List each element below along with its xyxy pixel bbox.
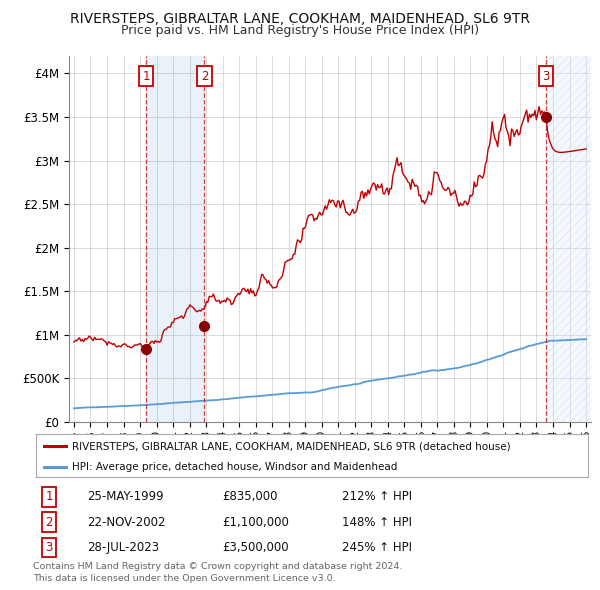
Text: Contains HM Land Registry data © Crown copyright and database right 2024.: Contains HM Land Registry data © Crown c… <box>33 562 403 571</box>
Text: Price paid vs. HM Land Registry's House Price Index (HPI): Price paid vs. HM Land Registry's House … <box>121 24 479 37</box>
Text: 2: 2 <box>201 70 208 83</box>
Text: 3: 3 <box>46 541 53 554</box>
Text: HPI: Average price, detached house, Windsor and Maidenhead: HPI: Average price, detached house, Wind… <box>72 463 397 473</box>
Text: 2: 2 <box>46 516 53 529</box>
Text: 148% ↑ HPI: 148% ↑ HPI <box>342 516 412 529</box>
Text: 22-NOV-2002: 22-NOV-2002 <box>87 516 166 529</box>
Text: 212% ↑ HPI: 212% ↑ HPI <box>342 490 412 503</box>
Text: 28-JUL-2023: 28-JUL-2023 <box>87 541 159 554</box>
Text: £1,100,000: £1,100,000 <box>222 516 289 529</box>
Text: £835,000: £835,000 <box>222 490 277 503</box>
Text: This data is licensed under the Open Government Licence v3.0.: This data is licensed under the Open Gov… <box>33 574 335 583</box>
Text: 245% ↑ HPI: 245% ↑ HPI <box>342 541 412 554</box>
Text: RIVERSTEPS, GIBRALTAR LANE, COOKHAM, MAIDENHEAD, SL6 9TR: RIVERSTEPS, GIBRALTAR LANE, COOKHAM, MAI… <box>70 12 530 26</box>
Text: 25-MAY-1999: 25-MAY-1999 <box>87 490 164 503</box>
Text: £3,500,000: £3,500,000 <box>222 541 289 554</box>
Bar <box>546 56 600 422</box>
Bar <box>146 56 205 422</box>
Bar <box>546 56 600 422</box>
Text: RIVERSTEPS, GIBRALTAR LANE, COOKHAM, MAIDENHEAD, SL6 9TR (detached house): RIVERSTEPS, GIBRALTAR LANE, COOKHAM, MAI… <box>72 441 511 451</box>
Text: 3: 3 <box>542 70 550 83</box>
Text: 1: 1 <box>46 490 53 503</box>
Text: 1: 1 <box>143 70 150 83</box>
